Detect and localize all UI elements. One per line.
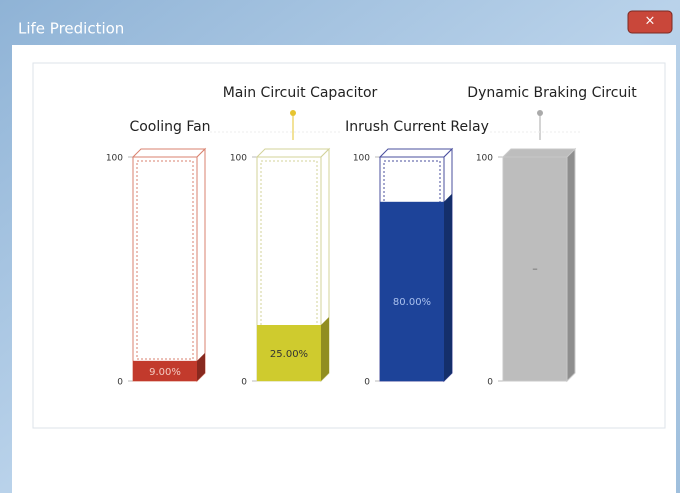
leader-dot xyxy=(537,110,543,116)
bar-fill-side xyxy=(444,193,452,381)
bar-top xyxy=(501,148,577,158)
bar-top xyxy=(255,148,331,158)
bar-fill xyxy=(133,360,197,381)
value-label: 9.00% xyxy=(149,367,181,378)
inner-outline xyxy=(136,160,194,360)
window-title: Life Prediction xyxy=(18,20,124,38)
category-label: Main Circuit Capacitor xyxy=(223,85,378,101)
bar-fill xyxy=(380,201,444,381)
y-tick-label: 0 xyxy=(487,378,493,388)
bar-fill xyxy=(257,325,321,381)
bar-fill-side xyxy=(321,317,329,381)
value-label: 80.00% xyxy=(393,297,431,308)
bar-top xyxy=(131,148,207,158)
y-tick-label: 100 xyxy=(106,154,123,164)
y-tick-label: 0 xyxy=(364,378,370,388)
category-label: Cooling Fan xyxy=(129,119,210,135)
bar-top xyxy=(378,148,454,158)
bar-side xyxy=(196,147,206,383)
close-icon: × xyxy=(645,14,656,29)
y-tick-label: 100 xyxy=(476,154,493,164)
y-tick-label: 0 xyxy=(241,378,247,388)
bar-shell xyxy=(502,156,568,382)
bar-fill-side xyxy=(197,352,205,381)
close-button[interactable] xyxy=(627,10,673,34)
category-label: Inrush Current Relay xyxy=(345,119,489,135)
category-label: Dynamic Braking Circuit xyxy=(467,85,637,101)
y-tick-label: 100 xyxy=(353,154,370,164)
bar-side xyxy=(566,147,576,383)
value-label: 25.00% xyxy=(270,349,308,360)
y-tick-label: 100 xyxy=(230,154,247,164)
leader-dot xyxy=(290,110,296,116)
y-tick-label: 0 xyxy=(117,378,123,388)
bar-shell xyxy=(132,156,198,382)
value-label: – xyxy=(532,262,538,275)
